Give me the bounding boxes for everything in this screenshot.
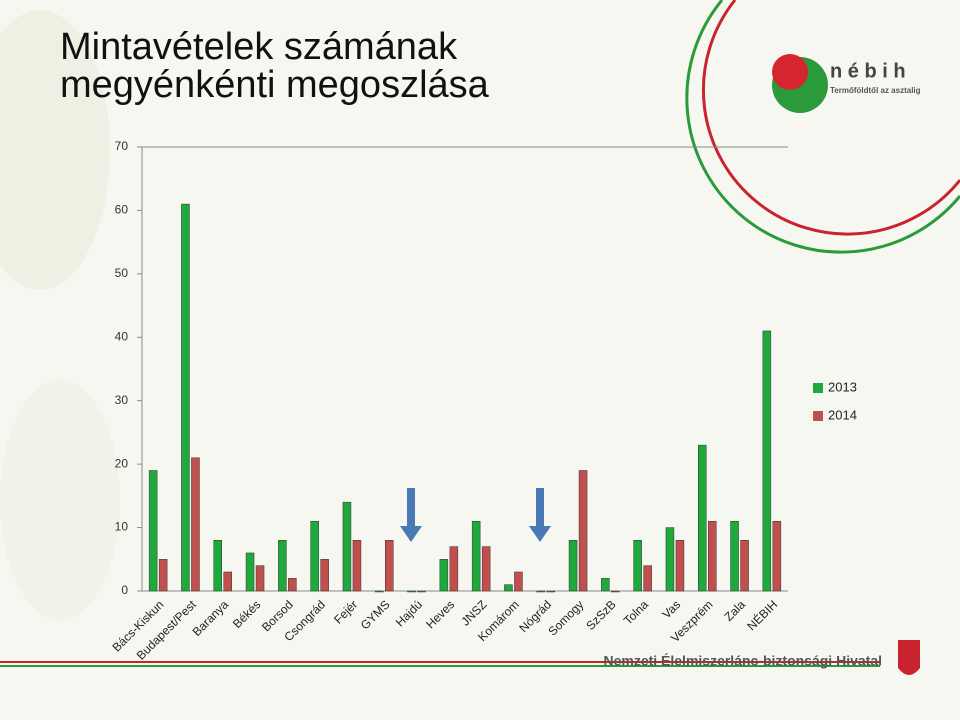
bar (675, 540, 685, 592)
x-tick-label: Békés (230, 597, 263, 630)
bar (417, 590, 426, 593)
logo-icon (772, 54, 808, 90)
y-tick-label: 60 (115, 203, 129, 217)
bar (698, 444, 707, 592)
bar (191, 457, 200, 592)
bar (320, 559, 329, 592)
bar (439, 559, 449, 592)
y-tick-label: 20 (115, 456, 129, 470)
bar (536, 590, 545, 593)
legend-label: 2014 (828, 407, 857, 422)
x-tick-label: SzSzB (583, 597, 618, 632)
x-tick-label: GYMS (358, 597, 393, 632)
bar (643, 565, 652, 592)
bar (352, 540, 362, 592)
arc (685, 0, 960, 254)
bar (730, 520, 739, 592)
legend-swatch (813, 383, 823, 393)
x-tick-label: Zala (722, 597, 749, 624)
y-tick-label: 50 (115, 266, 129, 280)
bar (223, 571, 232, 592)
bar (546, 590, 555, 593)
bar (601, 578, 610, 592)
y-tick-label: 0 (121, 583, 128, 597)
bar (568, 540, 578, 592)
bar (245, 552, 255, 592)
logo-name: n é b i h (830, 60, 906, 82)
bar (407, 590, 416, 593)
footer: Nemzeti Élelmiszerlánc-biztonsági Hivata… (603, 653, 882, 669)
bar (278, 540, 287, 592)
bar (288, 578, 297, 592)
bar (633, 540, 642, 592)
bar (708, 520, 717, 592)
bar (385, 540, 394, 592)
bar (740, 540, 749, 592)
bar (578, 470, 588, 592)
x-tick-label: Tolna (621, 597, 651, 627)
y-tick-label: 10 (115, 520, 129, 534)
x-tick-label: Baranya (190, 597, 232, 639)
x-tick-label: NÉBIH (744, 597, 781, 634)
bar (471, 520, 481, 592)
decoration (0, 10, 120, 620)
legend-label: 2013 (828, 379, 857, 394)
legend-swatch (813, 411, 823, 421)
y-tick-label: 70 (115, 139, 129, 153)
arrow (400, 488, 551, 542)
x-tick-label: Fejér (331, 597, 360, 626)
bar (375, 590, 384, 593)
x-tick-label: Hajdú (393, 597, 425, 629)
bar (665, 527, 675, 592)
y-tick-label: 30 (115, 393, 129, 407)
y-tick-label: 40 (115, 329, 129, 343)
bar (255, 565, 265, 592)
bar (342, 501, 352, 592)
bar (611, 590, 620, 593)
arc (701, 0, 960, 236)
chart-title: Mintavételek számának megyénkénti megosz… (60, 26, 489, 106)
coat-of-arms (898, 640, 920, 675)
bar (310, 520, 319, 592)
bar (158, 559, 168, 592)
bar (762, 330, 772, 592)
bar (481, 546, 491, 592)
x-tick-label: Vas (659, 597, 683, 621)
bar (148, 470, 158, 592)
logo-slogan: Termőföldtől az asztalig (830, 86, 921, 95)
bar (504, 584, 513, 592)
bar (772, 520, 782, 592)
bar (514, 571, 523, 592)
x-tick-label: Somogy (545, 597, 586, 638)
bar (449, 546, 459, 592)
bar (213, 540, 222, 592)
x-tick-label: Heves (423, 597, 457, 631)
bar (181, 203, 190, 592)
